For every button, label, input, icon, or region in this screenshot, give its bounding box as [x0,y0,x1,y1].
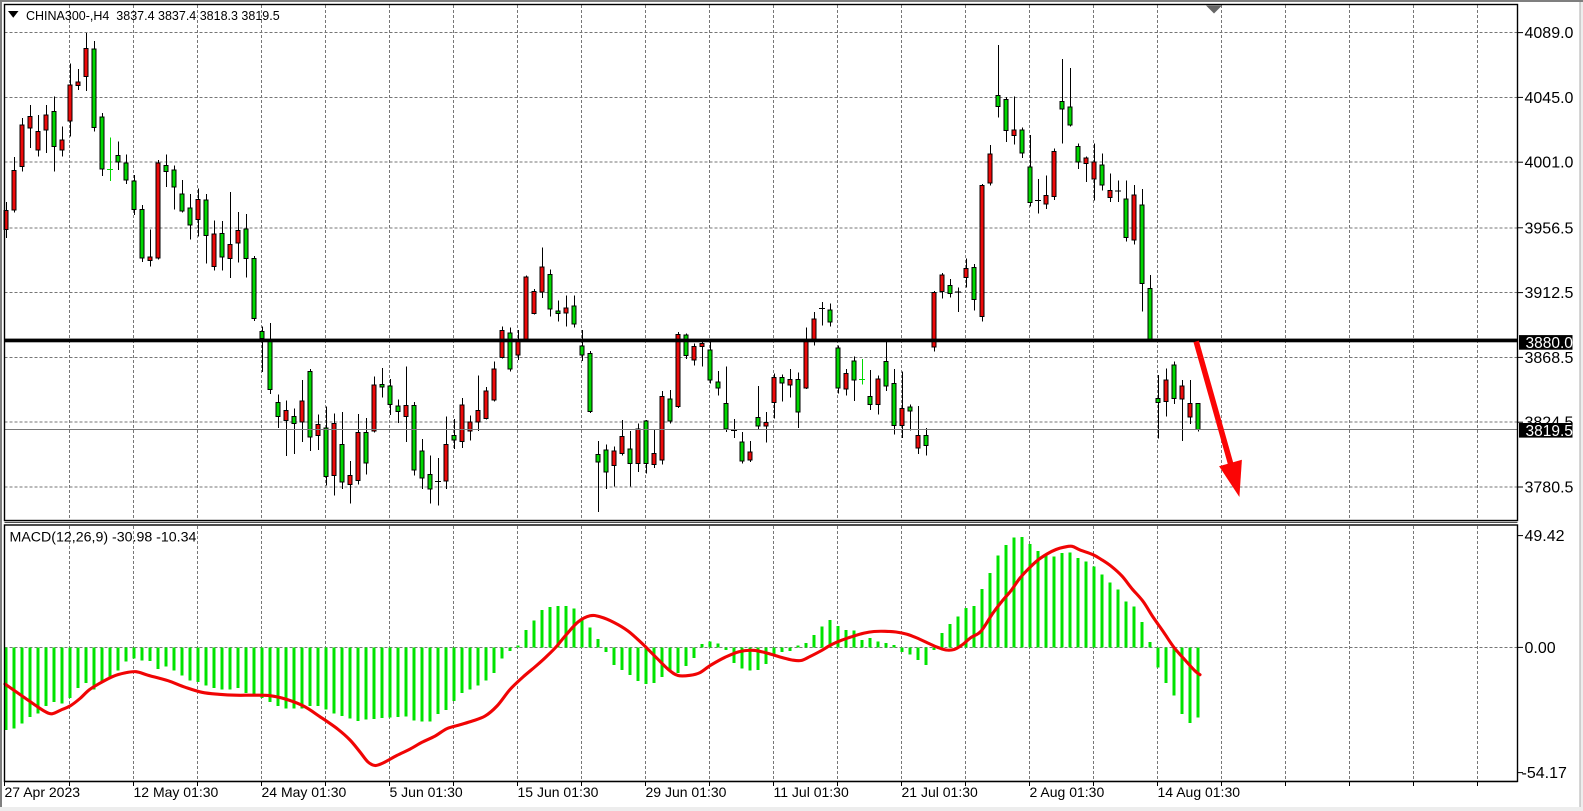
svg-text:CHINA300-,H4 3837.4 3837.4 38: CHINA300-,H4 3837.4 3837.4 3818.3 3819.5 [26,9,280,23]
svg-text:21 Jul 01:30: 21 Jul 01:30 [902,784,978,800]
svg-text:3912.5: 3912.5 [1525,285,1574,302]
svg-text:4001.0: 4001.0 [1525,155,1574,172]
svg-text:3956.5: 3956.5 [1525,220,1574,237]
svg-text:15 Jun 01:30: 15 Jun 01:30 [518,784,599,800]
svg-text:14 Aug 01:30: 14 Aug 01:30 [1158,784,1241,800]
svg-text:27 Apr 2023: 27 Apr 2023 [5,784,81,800]
svg-text:MACD(12,26,9) -30.98 -10.34: MACD(12,26,9) -30.98 -10.34 [10,530,197,546]
svg-text:3880.0: 3880.0 [1526,335,1574,352]
svg-text:24 May 01:30: 24 May 01:30 [262,784,347,800]
svg-text:29 Jun 01:30: 29 Jun 01:30 [646,784,727,800]
svg-text:11 Jul 01:30: 11 Jul 01:30 [774,784,849,800]
svg-text:0.00: 0.00 [1525,640,1556,657]
svg-text:12 May 01:30: 12 May 01:30 [134,784,219,800]
svg-text:4045.0: 4045.0 [1525,90,1574,107]
svg-text:4089.0: 4089.0 [1525,25,1574,42]
svg-text:-54.17: -54.17 [1522,765,1567,782]
svg-text:3780.5: 3780.5 [1525,480,1574,497]
svg-text:2 Aug 01:30: 2 Aug 01:30 [1030,784,1105,800]
svg-text:3819.5: 3819.5 [1526,423,1573,440]
svg-text:3868.5: 3868.5 [1525,350,1574,367]
svg-text:49.42: 49.42 [1525,528,1565,545]
svg-text:5 Jun 01:30: 5 Jun 01:30 [390,784,463,800]
